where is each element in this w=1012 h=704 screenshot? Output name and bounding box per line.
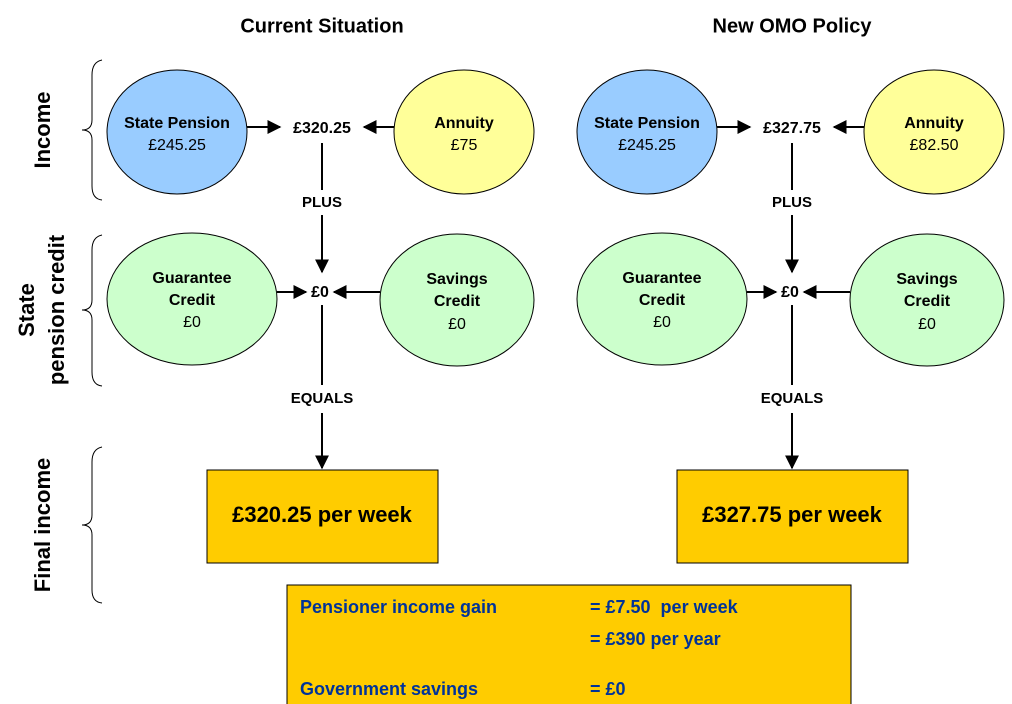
node-label: Credit — [169, 292, 216, 309]
columns: Current Situation State Pension £245.25 Ann… — [106, 15, 1005, 564]
summary-value: = £7.50 per week — [590, 597, 739, 617]
node-value: £0 — [918, 316, 936, 333]
row-label: pension credit — [44, 234, 69, 385]
node-value: £0 — [183, 314, 201, 331]
final-box — [676, 469, 909, 564]
operator: PLUS — [302, 194, 342, 211]
guarantee-credit-node — [106, 232, 278, 366]
node-label: Annuity — [434, 115, 494, 132]
final-income: £320.25 per week — [232, 502, 413, 527]
column-title: Current Situation — [240, 15, 403, 37]
node-label: Credit — [639, 292, 686, 309]
brace — [81, 446, 103, 604]
node-value: £245.25 — [618, 137, 676, 154]
summary-box — [286, 584, 852, 704]
operator: PLUS — [772, 194, 812, 211]
node-value: £245.25 — [148, 137, 206, 154]
income-total: £327.75 — [763, 120, 821, 137]
final-income: £327.75 per week — [702, 502, 883, 527]
summary-label: Pensioner income gain — [300, 597, 497, 617]
summary-value: = £0 — [590, 679, 626, 699]
braces — [81, 59, 103, 604]
brace — [81, 234, 103, 387]
row-label: Final income — [30, 458, 55, 592]
node-value: £0 — [653, 314, 671, 331]
row-label: State — [14, 283, 39, 337]
credit-total: £0 — [781, 284, 799, 301]
node-label: Savings — [426, 271, 487, 288]
operator: EQUALS — [761, 390, 824, 407]
state-pension-node — [106, 69, 248, 195]
column-title: New OMO Policy — [713, 15, 873, 37]
node-label: Savings — [896, 271, 957, 288]
node-value: £0 — [448, 316, 466, 333]
operator: EQUALS — [291, 390, 354, 407]
summary: Pensioner income gain = £7.50 per week = £… — [300, 597, 739, 699]
income-total: £320.25 — [293, 120, 351, 137]
node-label: Guarantee — [152, 270, 231, 287]
node-label: State Pension — [124, 115, 230, 132]
final-box — [206, 469, 439, 564]
summary-value: = £390 per year — [590, 629, 721, 649]
state-pension-node — [576, 69, 718, 195]
node-label: Credit — [904, 293, 951, 310]
node-value: £75 — [451, 137, 478, 154]
node-label: Credit — [434, 293, 481, 310]
savings-credit-node — [379, 233, 535, 367]
node-label: State Pension — [594, 115, 700, 132]
node-label: Guarantee — [622, 270, 701, 287]
annuity-node — [863, 69, 1005, 195]
node-label: Annuity — [904, 115, 964, 132]
annuity-node — [393, 69, 535, 195]
summary-label: Government savings — [300, 679, 478, 699]
guarantee-credit-node — [576, 232, 748, 366]
row-label: Income — [30, 91, 55, 168]
brace — [81, 59, 103, 201]
savings-credit-node — [849, 233, 1005, 367]
credit-total: £0 — [311, 284, 329, 301]
node-value: £82.50 — [910, 137, 959, 154]
